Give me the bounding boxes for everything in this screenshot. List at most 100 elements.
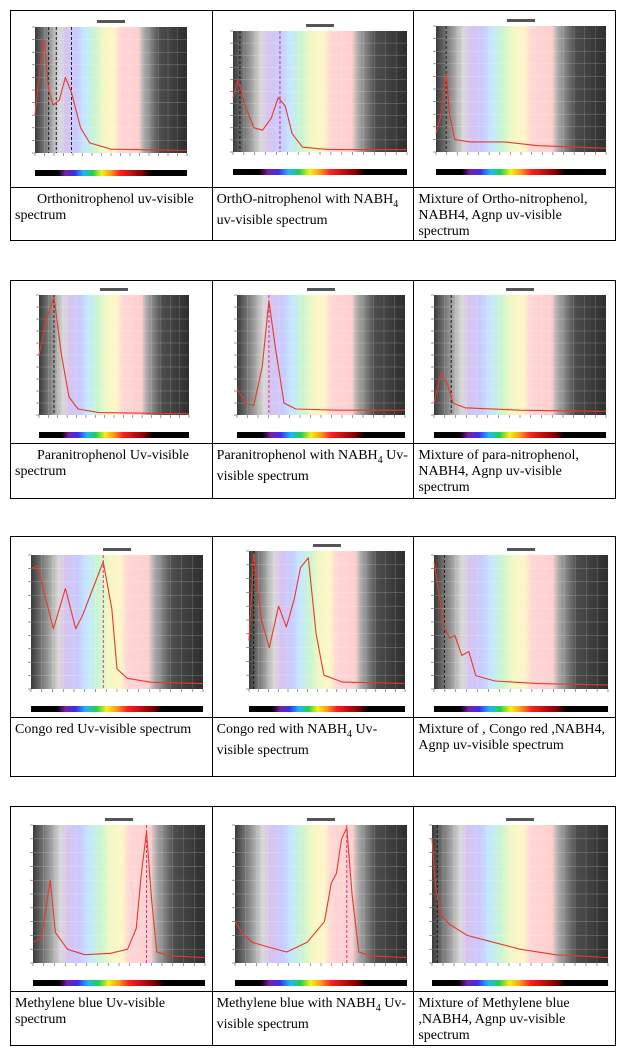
spectrum-table-orthonitrophenol: Orthonitrophenol uv-visible spectrum Ort…: [10, 10, 616, 241]
spectrum-svg: [229, 24, 407, 175]
plot-title: [105, 818, 133, 821]
spectrum-plot: [223, 285, 409, 439]
spectrum-curve: [30, 561, 204, 685]
plot-background: [434, 295, 607, 415]
color-strip: [232, 169, 407, 175]
spectrum-plot: [420, 285, 610, 439]
plot-title: [506, 288, 535, 291]
spectrum-image-cell: [213, 11, 415, 187]
caption: Paranitrophenol Uv-visible spectrum: [15, 448, 190, 479]
spectrum-image-cell: [11, 281, 213, 443]
color-strip: [248, 706, 405, 712]
plot-background: [432, 825, 609, 963]
spectrum-image-cell: [414, 281, 615, 443]
plot-title: [306, 288, 335, 291]
caption: Orthonitrophenol uv-visible spectrum: [15, 192, 194, 223]
spectrum-svg: [245, 544, 405, 712]
spectrum-svg: [32, 20, 188, 176]
spectrum-curve: [34, 39, 188, 152]
caption: Paranitrophenol with NABH4 Uv-visible sp…: [216, 448, 408, 484]
plot-title: [507, 19, 536, 22]
spectrum-plot: [21, 17, 191, 177]
color-strip: [436, 169, 607, 175]
caption: Mixture of para-nitrophenol, NABH4, Agnp…: [418, 448, 579, 495]
plot-title: [97, 20, 125, 23]
spectrum-svg: [231, 818, 407, 986]
plot-background: [39, 295, 189, 415]
spectrum-image-row: [11, 807, 615, 992]
plot-background: [232, 31, 407, 152]
spectrum-image-row: [11, 281, 615, 444]
spectrum-image-row: [11, 11, 615, 188]
color-strip: [31, 706, 203, 712]
plot-background: [436, 26, 607, 152]
plot-title: [100, 288, 128, 291]
color-strip: [234, 980, 407, 986]
color-strip: [434, 432, 607, 438]
caption: Mixture of Ortho-nitrophenol, NABH4, Agn…: [418, 192, 588, 239]
spectrum-table-congo-red: Congo red Uv-visible spectrum Congo red …: [10, 536, 616, 777]
caption: Mixture of Methylene blue ,NABH4, Agnp u…: [418, 996, 570, 1043]
color-strip: [434, 706, 609, 712]
color-strip: [432, 980, 609, 986]
spectrum-curve: [236, 300, 405, 411]
spectrum-curve: [433, 561, 609, 686]
caption: Mixture of , Congo red ,NABH4, Agnp uv-v…: [418, 722, 605, 753]
plot-background: [236, 295, 405, 415]
caption: Methylene blue with NABH4 Uv-visible spe…: [216, 996, 406, 1032]
spectrum-curve: [32, 831, 206, 959]
spectrum-plot: [418, 815, 612, 987]
spectrum-image-cell: [11, 537, 213, 717]
color-strip: [33, 980, 205, 986]
plot-title: [305, 24, 334, 27]
spectrum-curve: [248, 553, 405, 685]
caption: OrthO-nitrophenol with NABH4 uv-visible …: [216, 192, 399, 228]
spectrum-svg: [30, 818, 206, 986]
spectrum-table-paranitrophenol: Paranitrophenol Uv-visible spectrum Para…: [10, 280, 616, 499]
color-strip: [236, 432, 405, 438]
spectrum-plot: [219, 21, 411, 176]
plot-background: [234, 825, 407, 963]
spectrum-curve: [234, 827, 407, 959]
caption-row: Congo red Uv-visible spectrum Congo red …: [11, 718, 615, 776]
spectrum-curve: [433, 372, 607, 412]
spectrum-image-cell: [414, 11, 615, 187]
spectrum-plot: [17, 545, 207, 713]
spectrum-image-cell: [414, 537, 615, 717]
spectrum-svg: [433, 19, 607, 175]
spectrum-image-cell: [414, 807, 615, 991]
spectrum-curve: [38, 296, 190, 415]
caption-row: Orthonitrophenol uv-visible spectrum Ort…: [11, 188, 615, 240]
plot-background: [35, 27, 187, 153]
plot-title: [507, 548, 536, 551]
spectrum-svg: [233, 288, 405, 438]
spectrum-svg: [28, 548, 204, 712]
plot-title: [506, 818, 535, 821]
spectrum-curve: [431, 838, 609, 959]
spectrum-curve: [435, 73, 607, 149]
plot-background: [33, 825, 205, 963]
plot-title: [312, 544, 341, 547]
caption: Methylene blue Uv-visible spectrum: [15, 996, 166, 1027]
spectrum-plot: [420, 545, 612, 713]
spectrum-svg: [431, 288, 607, 438]
spectrum-plot: [19, 815, 209, 987]
caption-row: Methylene blue Uv-visible spectrum Methy…: [11, 992, 615, 1046]
spectrum-plot: [235, 541, 409, 713]
spectrum-image-cell: [11, 11, 213, 187]
spectrum-image-row: [11, 537, 615, 718]
spectrum-table-methylene-blue: Methylene blue Uv-visible spectrum Methy…: [10, 806, 616, 1046]
spectrum-curve: [232, 78, 407, 151]
spectrum-svg: [36, 288, 190, 438]
spectrum-svg: [429, 818, 609, 986]
spectrum-image-cell: [213, 537, 415, 717]
spectrum-plot: [25, 285, 193, 439]
plot-title: [306, 818, 335, 821]
color-strip: [35, 170, 187, 176]
caption: Congo red with NABH4 Uv-visible spectrum: [216, 722, 378, 758]
spectrum-svg: [431, 548, 609, 712]
caption: Congo red Uv-visible spectrum: [15, 722, 192, 737]
plot-background: [434, 555, 609, 689]
plot-title: [103, 548, 131, 551]
color-strip: [39, 432, 189, 438]
